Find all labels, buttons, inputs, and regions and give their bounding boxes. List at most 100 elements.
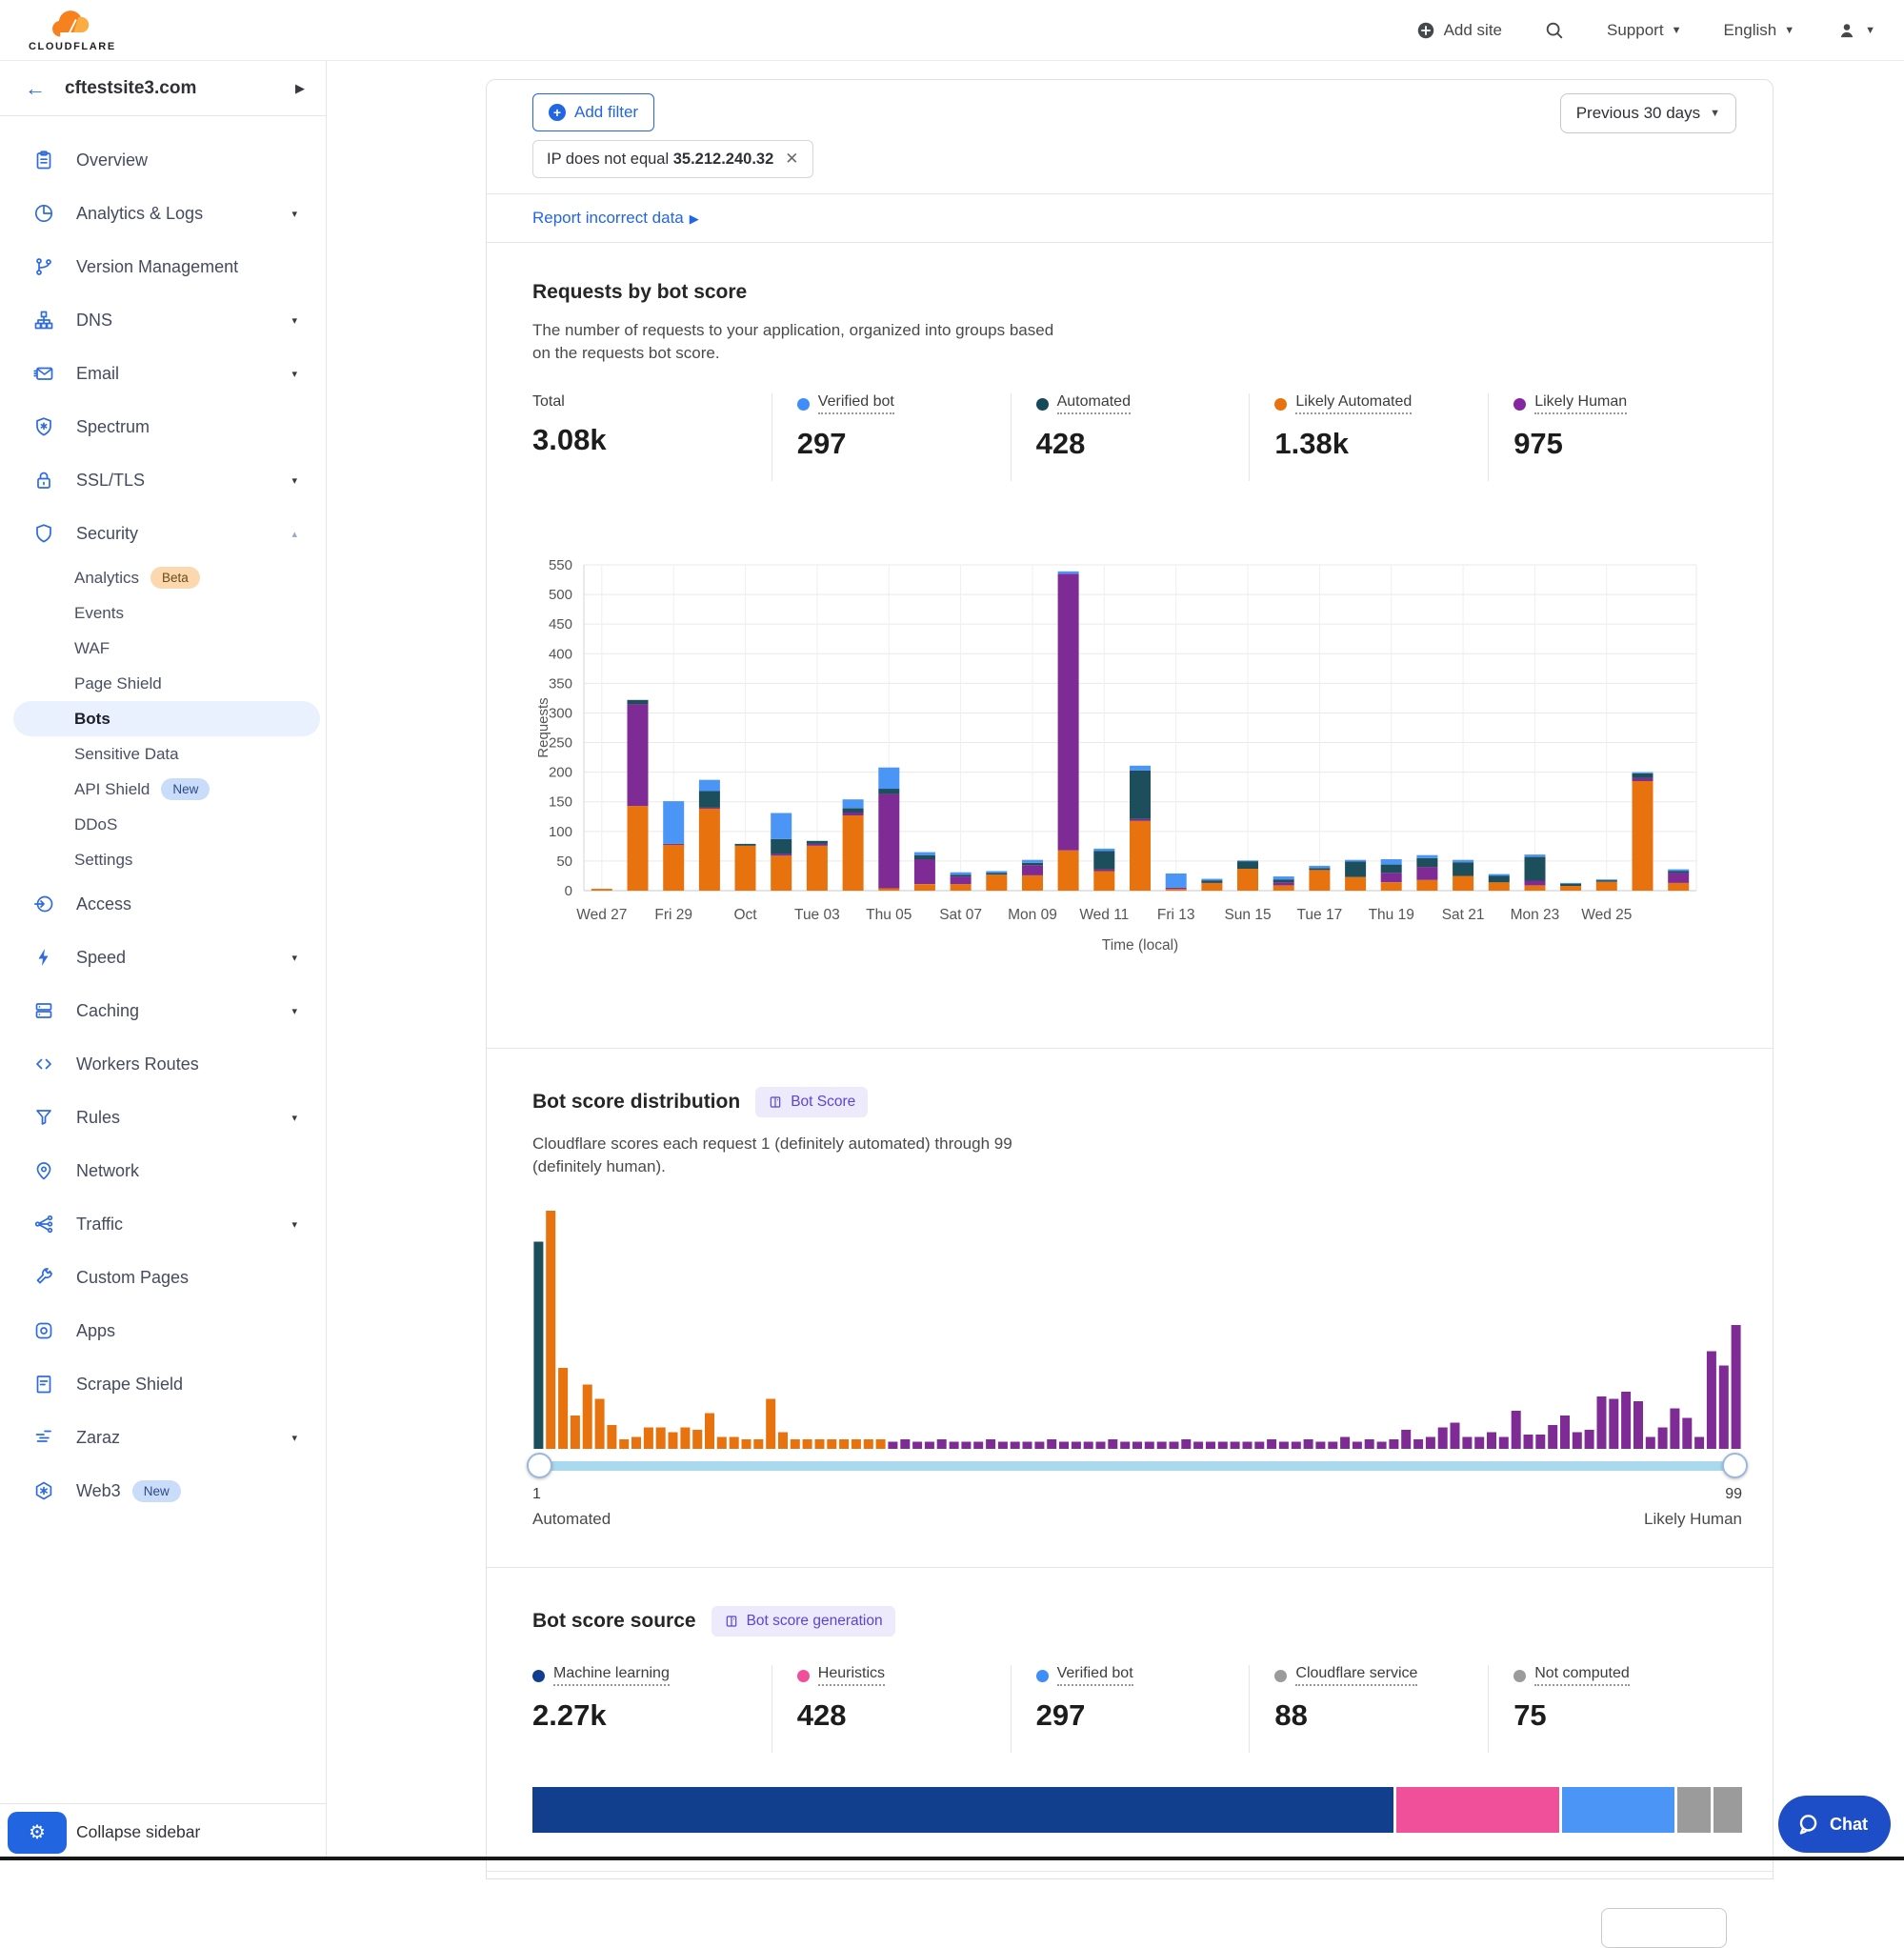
stat-label: Total — [532, 393, 565, 411]
collapse-sidebar-button[interactable]: Collapse sidebar — [76, 1822, 200, 1842]
stat-label[interactable]: Likely Human — [1534, 393, 1627, 414]
chevron-down-icon[interactable]: ▾ — [291, 474, 297, 487]
sidebar-item-dns[interactable]: DNS ▾ — [0, 293, 326, 347]
sidebar-item-speed[interactable]: Speed▾ — [0, 931, 326, 984]
sidebar-item-spectrum[interactable]: Spectrum — [0, 400, 326, 453]
sidebar-item-overview[interactable]: Overview — [0, 133, 326, 187]
svg-text:Time (local): Time (local) — [1102, 937, 1178, 954]
spectrum-shield-icon — [32, 415, 55, 438]
sidebar-item-traffic[interactable]: Traffic▾ — [0, 1197, 326, 1251]
cloudflare-logo[interactable]: CLOUDFLARE — [29, 9, 116, 52]
slider-min-caption: Automated — [532, 1510, 611, 1529]
svg-text:350: 350 — [549, 675, 572, 692]
sidebar-item-bots[interactable]: Bots — [13, 701, 320, 736]
sidebar-item-label: Version Management — [76, 257, 238, 277]
slider-handle-min[interactable] — [527, 1453, 552, 1478]
chat-button[interactable]: Chat — [1778, 1796, 1891, 1853]
account-menu[interactable]: ▼ — [1836, 20, 1875, 41]
document-icon — [32, 1373, 55, 1396]
stat-label[interactable]: Machine learning — [553, 1665, 670, 1686]
stat-label[interactable]: Verified bot — [818, 393, 894, 414]
svg-text:Mon 23: Mon 23 — [1511, 907, 1560, 923]
chevron-down-icon[interactable]: ▾ — [291, 1112, 297, 1124]
shield-icon — [32, 522, 55, 545]
chevron-right-icon[interactable]: ▶ — [295, 81, 305, 96]
sidebar-item-custom-pages[interactable]: Custom Pages — [0, 1251, 326, 1304]
sidebar-item-email[interactable]: Email▾ — [0, 347, 326, 400]
sidebar-item-zaraz[interactable]: Zaraz▾ — [0, 1411, 326, 1464]
chevron-down-icon[interactable]: ▾ — [291, 1432, 297, 1444]
chevron-down-icon[interactable]: ▾ — [291, 208, 297, 220]
sidebar-item-analytics-logs[interactable]: Analytics & Logs ▾ — [0, 187, 326, 240]
stat-label[interactable]: Heuristics — [818, 1665, 885, 1686]
sidebar-item-access[interactable]: Access — [0, 877, 326, 931]
add-filter-button[interactable]: + Add filter — [532, 93, 654, 131]
sidebar-item-waf[interactable]: WAF — [0, 631, 326, 666]
stat-label[interactable]: Cloudflare service — [1295, 1665, 1417, 1686]
stat-label[interactable]: Verified bot — [1057, 1665, 1133, 1686]
sidebar-item-rules[interactable]: Rules▾ — [0, 1091, 326, 1144]
chevron-down-icon: ▼ — [1672, 25, 1682, 36]
requests-by-bot-score-section: Requests by bot score The number of requ… — [487, 243, 1773, 1049]
stat-label[interactable]: Not computed — [1534, 1665, 1630, 1686]
svg-text:Sat 07: Sat 07 — [939, 907, 982, 923]
close-icon[interactable]: ✕ — [785, 150, 798, 169]
sidebar-item-settings[interactable]: Settings — [0, 842, 326, 877]
support-menu[interactable]: Support ▼ — [1607, 21, 1681, 40]
report-row: Report incorrect data▶ — [487, 194, 1773, 243]
chevron-up-icon[interactable]: ▴ — [291, 528, 297, 540]
add-site-button[interactable]: Add site — [1415, 20, 1502, 41]
share-nodes-icon — [32, 1213, 55, 1235]
svg-text:Wed 25: Wed 25 — [1581, 907, 1632, 923]
chevron-down-icon[interactable]: ▾ — [291, 952, 297, 964]
sidebar-item-workers-routes[interactable]: Workers Routes — [0, 1037, 326, 1091]
filter-section: + Add filter IP does not equal 35.212.24… — [487, 80, 1773, 194]
chevron-down-icon[interactable]: ▾ — [291, 314, 297, 327]
sidebar-item-ddos[interactable]: DDoS — [0, 807, 326, 842]
chevron-down-icon[interactable]: ▾ — [291, 1218, 297, 1231]
stat-label[interactable]: Likely Automated — [1295, 393, 1412, 414]
language-menu[interactable]: English ▼ — [1723, 21, 1794, 40]
sidebar-item-sensitive-data[interactable]: Sensitive Data — [0, 736, 326, 772]
bot-score-doc-badge[interactable]: Bot Score — [755, 1087, 868, 1117]
legend-dot — [1513, 1670, 1526, 1682]
sidebar-item-security[interactable]: Security▴ — [0, 507, 326, 560]
bot-score-generation-badge[interactable]: Bot score generation — [711, 1606, 895, 1637]
sidebar-item-caching[interactable]: Caching▾ — [0, 984, 326, 1037]
report-incorrect-data-link[interactable]: Report incorrect data▶ — [532, 209, 699, 227]
user-icon — [1836, 20, 1857, 41]
svg-text:Sat 21: Sat 21 — [1442, 907, 1485, 923]
date-range-dropdown[interactable]: Previous 30 days ▼ — [1560, 93, 1736, 133]
search-button[interactable] — [1544, 20, 1565, 41]
sidebar-item-events[interactable]: Events — [0, 595, 326, 631]
sidebar-item-label: DNS — [76, 311, 112, 331]
settings-gear-button[interactable]: ⚙ — [8, 1812, 67, 1854]
partial-dropdown-button[interactable] — [1601, 1908, 1727, 1948]
slider-handle-max[interactable] — [1722, 1453, 1748, 1478]
sidebar-item-version-management[interactable]: Version Management — [0, 240, 326, 293]
sidebar-item-network[interactable]: Network — [0, 1144, 326, 1197]
bolt-icon — [32, 946, 55, 969]
sidebar-item-label: Analytics & Logs — [76, 204, 203, 224]
chevron-down-icon[interactable]: ▾ — [291, 1005, 297, 1017]
section-description: The number of requests to your applicati… — [532, 319, 1066, 365]
score-range-slider[interactable] — [532, 1461, 1742, 1471]
sidebar-item-apps[interactable]: Apps — [0, 1304, 326, 1357]
sidebar-item-ssl-tls[interactable]: SSL/TLS▾ — [0, 453, 326, 507]
chevron-down-icon[interactable]: ▾ — [291, 368, 297, 380]
envelope-icon — [32, 362, 55, 385]
sidebar-item-scrape-shield[interactable]: Scrape Shield — [0, 1357, 326, 1411]
sidebar-item-page-shield[interactable]: Page Shield — [0, 666, 326, 701]
back-arrow-icon[interactable]: ← — [25, 76, 46, 101]
plus-circle-icon — [1415, 20, 1436, 41]
source-segment-heuristics — [1396, 1787, 1559, 1833]
stat-value: 297 — [1036, 1698, 1250, 1733]
stat-label[interactable]: Automated — [1057, 393, 1131, 414]
